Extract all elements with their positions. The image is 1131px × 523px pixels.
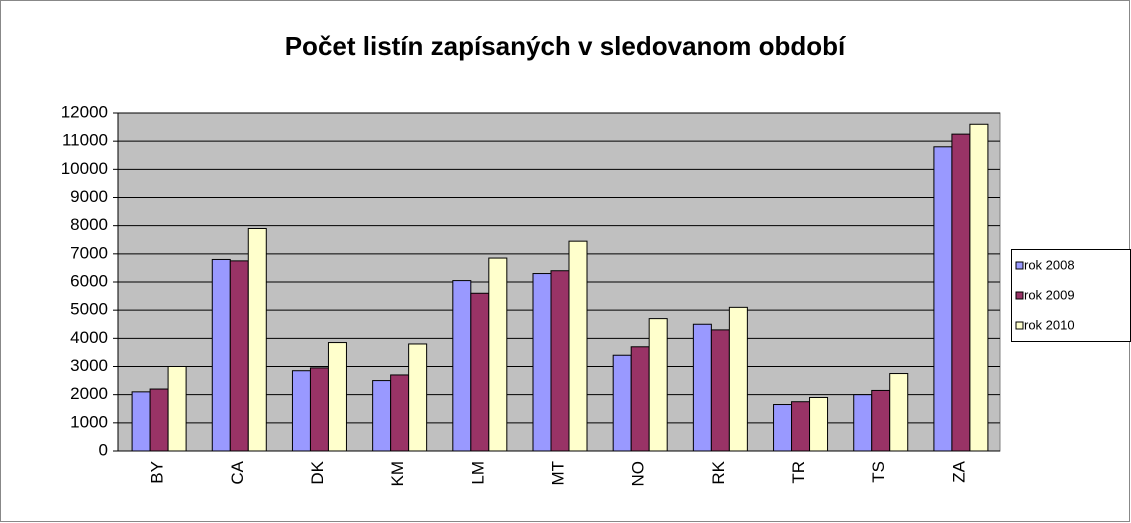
bar [871,389,891,452]
legend-label: rok 2010 [1024,317,1075,332]
legend-label: rok 2009 [1024,287,1075,302]
bar [612,354,632,452]
x-tick-label: RK [709,460,728,484]
y-tick-label: 0 [99,440,108,459]
y-tick-label: 10000 [61,159,108,178]
bar [309,367,329,452]
bar [550,270,570,452]
bar [933,146,953,452]
legend-label: rok 2008 [1024,257,1075,272]
bar [710,329,730,452]
x-tick-label: NO [629,461,648,487]
x-tick-label: LM [468,461,487,485]
y-tick-label: 8000 [70,215,108,234]
bar [291,370,311,452]
bar [372,380,392,452]
bar [728,306,748,452]
bar [131,391,151,452]
y-tick-label: 3000 [70,356,108,375]
bar [853,394,873,452]
y-tick-label: 7000 [70,243,108,262]
bar [692,323,712,452]
y-tick-label: 12000 [61,102,108,121]
bar [452,280,472,452]
bar [167,366,187,452]
y-tick-label: 2000 [70,384,108,403]
bar [470,292,490,452]
legend-swatch [1015,261,1024,270]
x-tick-label: TR [789,461,808,484]
bar [773,404,793,452]
x-tick-label: BY [148,461,167,484]
x-tick-label: ZA [949,460,968,482]
bar [648,318,668,452]
y-tick-label: 5000 [70,300,108,319]
bar [568,240,588,452]
y-tick-label: 4000 [70,328,108,347]
x-tick-label: DK [308,460,327,484]
bar [488,257,508,452]
bar [149,388,169,452]
x-tick-label: TS [869,461,888,483]
bar [951,133,971,452]
bar [969,123,989,452]
bar [327,342,347,452]
bar [532,273,552,452]
x-tick-label: KM [388,461,407,487]
bar [390,374,410,452]
bar [630,346,650,452]
bar [247,227,267,452]
x-tick-label: MT [548,461,567,486]
bar [211,258,231,452]
y-tick-label: 1000 [70,412,108,431]
chart-title: Počet listín zapísaných v sledovanom obd… [285,31,846,61]
legend-swatch [1015,321,1024,330]
bar [809,396,829,452]
y-tick-label: 11000 [62,131,108,150]
bar [791,401,811,452]
legend-swatch [1015,291,1024,300]
x-tick-label: CA [228,460,247,484]
legend-box [1011,249,1131,342]
y-tick-label: 9000 [70,187,108,206]
bar [229,260,249,452]
y-tick-label: 6000 [70,271,108,290]
bar [889,373,909,452]
bar [408,343,428,452]
